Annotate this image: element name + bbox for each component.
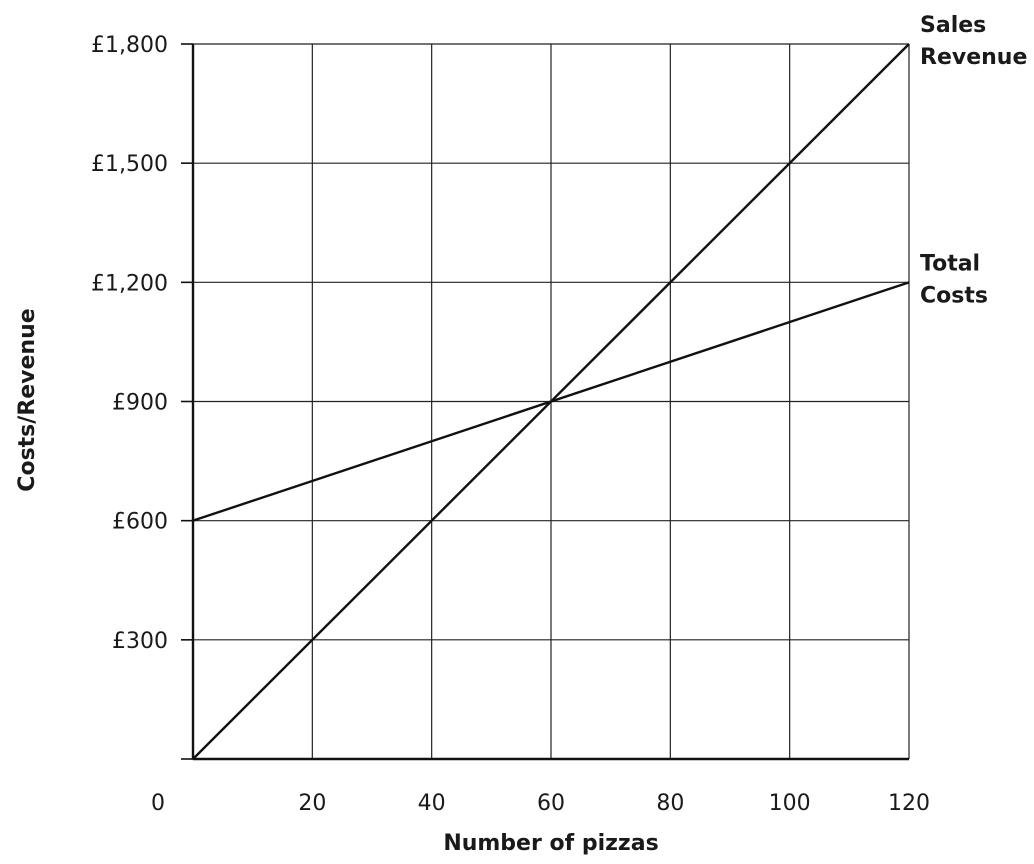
ticks: 0 20 40 60 80 100 120 £300 £600 £900 £1,200 £1,500 £… — [91, 33, 930, 816]
x-tick-label: 40 — [418, 791, 446, 816]
x-tick-label: 0 — [151, 791, 165, 816]
x-tick-label: 60 — [537, 791, 565, 816]
y-tick-label: £1,500 — [91, 152, 168, 177]
x-tick-label: 20 — [298, 791, 326, 816]
series-labels: Sales Revenue Total Costs — [920, 13, 1027, 308]
y-tick-label: £1,200 — [91, 271, 168, 296]
y-tick-label: £900 — [112, 391, 168, 416]
total-costs-line — [192, 281, 910, 522]
y-tick-label: £600 — [112, 510, 168, 535]
series-lines — [192, 43, 910, 760]
y-tick-label: £300 — [112, 629, 168, 654]
x-axis-title: Number of pizzas — [443, 831, 658, 856]
x-tick-label: 80 — [656, 791, 684, 816]
y-axis-title: Costs/Revenue — [15, 308, 40, 491]
y-tick-label: £1,800 — [91, 33, 168, 58]
sales-revenue-label: Sales Revenue — [920, 13, 1027, 70]
x-tick-label: 120 — [888, 791, 930, 816]
x-tick-label: 100 — [769, 791, 811, 816]
total-costs-label: Total Costs — [920, 251, 988, 308]
